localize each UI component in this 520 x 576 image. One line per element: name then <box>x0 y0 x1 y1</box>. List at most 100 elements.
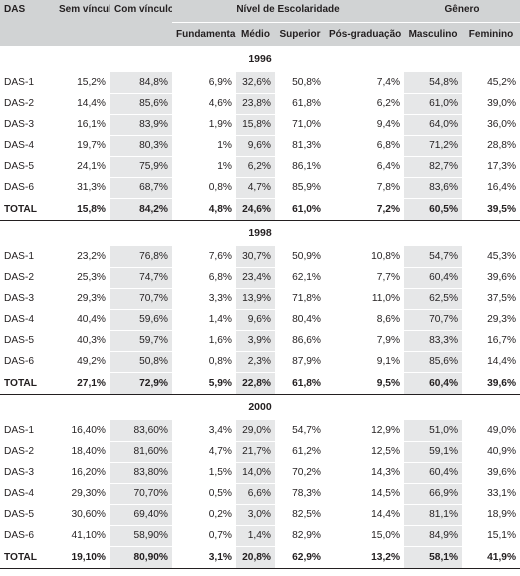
table-cell: 14,4% <box>462 351 520 373</box>
table-cell: 54,8% <box>404 72 463 94</box>
table-cell: 80,4% <box>275 309 325 331</box>
table-cell: 50,9% <box>275 246 325 268</box>
row-label: DAS-5 <box>0 330 55 352</box>
table-cell: 24,1% <box>55 156 110 178</box>
table-cell: 49,2% <box>55 351 110 373</box>
table-cell: 72,9% <box>110 372 172 395</box>
table-cell: 50,8% <box>275 72 325 94</box>
table-row: DAS-1 16,40% 83,60% 3,4% 29,0% 54,7% 12,9% 51,0… <box>0 420 520 442</box>
table-row: DAS-5 30,60% 69,40% 0,2% 3,0% 82,5% 14,4% 81,1%… <box>0 504 520 526</box>
header-pos-graduacao: Pós-graduação <box>325 22 405 46</box>
table-cell: 61,8% <box>275 93 325 115</box>
table-cell: 14,0% <box>236 462 275 484</box>
row-label: DAS-1 <box>0 420 55 442</box>
table-cell: 6,4% <box>325 156 405 178</box>
row-label: DAS-4 <box>0 309 55 331</box>
table-cell: 3,3% <box>172 288 236 310</box>
table-cell: 0,7% <box>172 525 236 547</box>
row-label: DAS-3 <box>0 114 55 136</box>
table-cell: 78,3% <box>275 483 325 505</box>
row-label: TOTAL <box>0 546 55 569</box>
row-label: DAS-2 <box>0 441 55 463</box>
table-cell: 85,9% <box>275 177 325 199</box>
table-cell: 9,1% <box>325 351 405 373</box>
row-label: DAS-2 <box>0 93 55 115</box>
table-cell: 15,8% <box>55 198 110 221</box>
table-cell: 28,8% <box>462 135 520 157</box>
table-cell: 85,6% <box>110 93 172 115</box>
table-cell: 19,7% <box>55 135 110 157</box>
table-cell: 3,4% <box>172 420 236 442</box>
table-cell: 1,5% <box>172 462 236 484</box>
table-cell: 82,7% <box>404 156 463 178</box>
table-cell: 25,3% <box>55 267 110 289</box>
table-cell: 41,9% <box>462 546 520 569</box>
header-sem-vinculo: Sem vínculo <box>55 0 110 46</box>
table-cell: 66,9% <box>404 483 463 505</box>
table-cell: 7,7% <box>325 267 405 289</box>
header-row-1: DAS Sem vínculo Com vínculo Nível de Esc… <box>0 0 520 46</box>
table-cell: 51,0% <box>404 420 463 442</box>
table-cell: 14,4% <box>55 93 110 115</box>
table-cell: 84,2% <box>110 198 172 221</box>
table-cell: 3,9% <box>236 330 275 352</box>
table-cell: 82,9% <box>275 525 325 547</box>
table-cell: 60,5% <box>404 198 463 221</box>
table-cell: 82,5% <box>275 504 325 526</box>
table-row: DAS-6 49,2% 50,8% 0,8% 2,3% 87,9% 9,1% 85,6% 14,… <box>0 351 520 373</box>
table-cell: 39,5% <box>462 198 520 221</box>
table-cell: 16,20% <box>55 462 110 484</box>
table-cell: 17,3% <box>462 156 520 178</box>
table-cell: 22,8% <box>236 372 275 395</box>
row-label: DAS-6 <box>0 351 55 373</box>
table-cell: 37,5% <box>462 288 520 310</box>
table-cell: 29,0% <box>236 420 275 442</box>
row-label: TOTAL <box>0 198 55 221</box>
table-cell: 84,8% <box>110 72 172 94</box>
table-cell: 4,6% <box>172 93 236 115</box>
table-cell: 15,0% <box>325 525 405 547</box>
header-medio: Médio <box>236 22 275 46</box>
table-cell: 9,4% <box>325 114 405 136</box>
table-cell: 45,2% <box>462 72 520 94</box>
table-cell: 45,3% <box>462 246 520 268</box>
table-cell: 18,40% <box>55 441 110 463</box>
row-label: DAS-5 <box>0 156 55 178</box>
table-cell: 83,6% <box>404 177 463 199</box>
table-cell: 12,5% <box>325 441 405 463</box>
table-cell: 62,1% <box>275 267 325 289</box>
table-cell: 86,1% <box>275 156 325 178</box>
table-cell: 21,7% <box>236 441 275 463</box>
table-cell: 60,4% <box>404 462 463 484</box>
table-cell: 9,6% <box>236 309 275 331</box>
table-cell: 15,1% <box>462 525 520 547</box>
table-cell: 39,6% <box>462 462 520 484</box>
table-cell: 16,4% <box>462 177 520 199</box>
table-cell: 14,4% <box>325 504 405 526</box>
table-cell: 1,4% <box>236 525 275 547</box>
table-cell: 23,8% <box>236 93 275 115</box>
table-cell: 59,1% <box>404 441 463 463</box>
header-feminino: Feminino <box>462 22 520 46</box>
row-label: DAS-3 <box>0 288 55 310</box>
total-row: TOTAL 19,10% 80,90% 3,1% 20,8% 62,9% 13,2% 58,1… <box>0 546 520 569</box>
year-row: 1998 <box>0 220 520 246</box>
table-cell: 29,30% <box>55 483 110 505</box>
table-cell: 39,6% <box>462 372 520 395</box>
table-cell: 50,8% <box>110 351 172 373</box>
table-cell: 15,2% <box>55 72 110 94</box>
table-cell: 23,2% <box>55 246 110 268</box>
table-row: DAS-3 16,20% 83,80% 1,5% 14,0% 70,2% 14,3% 60,4… <box>0 462 520 484</box>
table-cell: 61,8% <box>275 372 325 395</box>
table-cell: 64,0% <box>404 114 463 136</box>
table-cell: 61,2% <box>275 441 325 463</box>
table-row: DAS-3 16,1% 83,9% 1,9% 15,8% 71,0% 9,4% 64,0% 36… <box>0 114 520 136</box>
table-cell: 59,7% <box>110 330 172 352</box>
table-cell: 58,90% <box>110 525 172 547</box>
row-label: DAS-1 <box>0 246 55 268</box>
table-cell: 76,8% <box>110 246 172 268</box>
table-cell: 24,6% <box>236 198 275 221</box>
table-cell: 16,7% <box>462 330 520 352</box>
table-cell: 31,3% <box>55 177 110 199</box>
table-row: DAS-4 19,7% 80,3% 1% 9,6% 81,3% 6,8% 71,2% 28,8% <box>0 135 520 157</box>
